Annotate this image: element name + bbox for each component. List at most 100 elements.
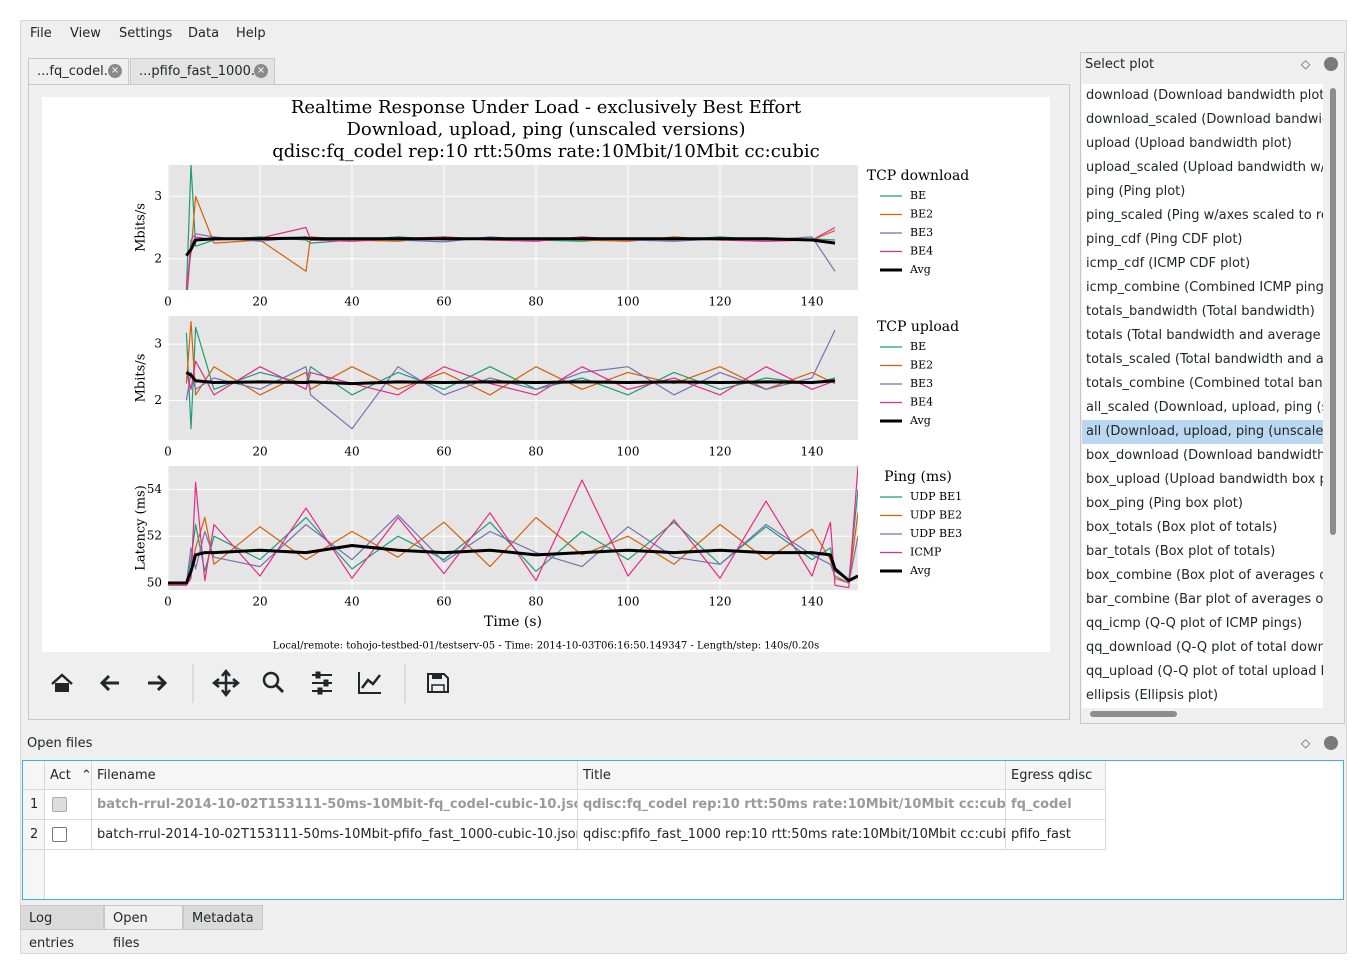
plot-list-item[interactable]: qq_download (Q-Q plot of total downloa	[1086, 640, 1323, 655]
series-line	[185, 326, 836, 430]
x-axis-label: Time (s)	[484, 614, 542, 630]
plot-list-item[interactable]: totals_combine (Combined total bandw	[1086, 376, 1323, 391]
plot-list-item[interactable]: ping_cdf (Ping CDF plot)	[1086, 232, 1243, 247]
figure: Realtime Response Under Load - exclusive…	[134, 97, 970, 652]
checkbox[interactable]	[52, 797, 67, 812]
plot-list: download (Download bandwidth plot) downlo…	[1082, 84, 1323, 708]
float-button[interactable]: ◇	[1301, 57, 1311, 71]
checkbox[interactable]	[52, 827, 67, 842]
x-tick-label: 120	[709, 295, 732, 309]
save-button[interactable]	[427, 673, 449, 693]
bottom-tab[interactable]: Log entries	[20, 905, 104, 951]
forward-button[interactable]	[148, 674, 168, 692]
x-tick-label: 60	[436, 295, 451, 309]
menu-item[interactable]: View	[70, 26, 101, 41]
legend-label: UDP BE2	[910, 509, 962, 522]
series-line	[168, 512, 858, 584]
plot-list-item[interactable]: upload_scaled (Upload bandwidth w/ax	[1086, 160, 1323, 175]
plot-list-item[interactable]: download (Download bandwidth plot)	[1086, 88, 1323, 103]
open-files-table: Act ⌃ Filename Title Egress qdisc 1 batch-rru…	[22, 760, 1344, 900]
legend-label: Avg	[909, 414, 931, 427]
plot-list-item[interactable]: qq_icmp (Q-Q plot of ICMP pings)	[1086, 616, 1303, 631]
plot-list-item[interactable]: all_scaled (Download, upload, ping (scal…	[1086, 400, 1323, 415]
menu-item[interactable]: Settings	[119, 26, 173, 41]
y-tick-label: 3	[154, 189, 162, 203]
column-header[interactable]: Egress qdisc	[1006, 761, 1106, 790]
legend-label: BE2	[910, 208, 933, 221]
plot-list-item[interactable]: ping (Ping plot)	[1086, 184, 1186, 199]
close-button[interactable]	[1324, 57, 1338, 71]
plot-list-item[interactable]: ellipsis (Ellipsis plot)	[1086, 688, 1219, 703]
scrollbar[interactable]	[1330, 88, 1336, 535]
plot-area	[168, 466, 858, 590]
table-cell[interactable]: qdisc:fq_codel rep:10 rtt:50ms rate:10Mb…	[578, 790, 1006, 820]
x-tick-label: 140	[801, 295, 824, 309]
dock-title: Select plot	[1085, 57, 1155, 72]
table-cell[interactable]: fq_codel	[1006, 790, 1106, 820]
x-tick-label: 40	[344, 445, 359, 459]
tab[interactable]: ...pfifo_fast_1000... ×	[130, 58, 275, 84]
legend-title: Ping (ms)	[884, 469, 952, 485]
scrollbar[interactable]	[1090, 711, 1177, 717]
home-button[interactable]	[51, 673, 73, 692]
plot-list-item[interactable]: upload (Upload bandwidth plot)	[1086, 136, 1292, 151]
legend-label: Avg	[909, 263, 931, 276]
plot-list-item[interactable]: qq_upload (Q-Q plot of total upload ban	[1086, 664, 1323, 679]
bottom-tab[interactable]: Open files	[104, 905, 183, 951]
select-plot-dock	[1080, 52, 1345, 724]
x-tick-label: 40	[344, 595, 359, 609]
series-line	[168, 489, 858, 584]
plot-list-item[interactable]: box_combine (Box plot of averages of se	[1086, 568, 1323, 583]
y-tick-label: 3	[154, 337, 162, 351]
legend-label: UDP BE3	[910, 527, 962, 540]
table-cell[interactable]: batch-rrul-2014-10-02T153111-50ms-10Mbit…	[92, 820, 578, 850]
plot-list-item[interactable]: bar_combine (Bar plot of averages of sev	[1086, 592, 1323, 607]
plot-list-item[interactable]: box_download (Download bandwidth b	[1086, 448, 1323, 463]
float-button[interactable]: ◇	[1301, 736, 1311, 750]
plot-list-item[interactable]: icmp_combine (Combined ICMP ping plo	[1086, 280, 1323, 295]
legend-label: BE3	[910, 226, 933, 239]
legend-label: BE4	[910, 245, 933, 258]
table-cell[interactable]: batch-rrul-2014-10-02T153111-50ms-10Mbit…	[92, 790, 578, 820]
table-cell[interactable]: qdisc:pfifo_fast_1000 rep:10 rtt:50ms ra…	[578, 820, 1006, 850]
y-tick-label: 54	[147, 482, 163, 496]
y-tick-label: 52	[147, 529, 162, 543]
x-tick-label: 20	[252, 595, 267, 609]
close-button[interactable]	[1324, 736, 1338, 750]
legend-label: UDP BE1	[910, 490, 962, 503]
zoom-button[interactable]	[262, 671, 285, 694]
x-tick-label: 80	[528, 295, 543, 309]
column-header[interactable]: Act ⌃	[45, 761, 92, 790]
series-line	[168, 544, 858, 585]
column-header[interactable]: Filename	[92, 761, 578, 790]
row-header-corner	[23, 761, 45, 790]
menu-item[interactable]: File	[30, 26, 52, 41]
tab[interactable]: ...fq_codel... ×	[28, 58, 129, 84]
table-cell[interactable]: pfifo_fast	[1006, 820, 1106, 850]
tab-close[interactable]: ×	[254, 64, 268, 78]
plot-list-item[interactable]: ping_scaled (Ping w/axes scaled to remo	[1086, 208, 1323, 223]
plot-list-item[interactable]: totals (Total bandwidth and average pin	[1086, 328, 1323, 343]
x-tick-label: 60	[436, 445, 451, 459]
plot-list-item[interactable]: download_scaled (Download bandwidth	[1086, 112, 1323, 127]
x-tick-label: 40	[344, 295, 359, 309]
menu-item[interactable]: Help	[236, 26, 266, 41]
series-line	[185, 321, 836, 396]
configure-button[interactable]	[312, 671, 332, 695]
pan-button[interactable]	[211, 668, 241, 698]
plot-list-item[interactable]: totals_scaled (Total bandwidth and aver	[1086, 352, 1323, 367]
plot-list-item[interactable]: box_totals (Box plot of totals)	[1086, 520, 1278, 535]
plot-list-item[interactable]: all (Download, upload, ping (unscaled ve	[1082, 420, 1323, 444]
plot-list-item[interactable]: totals_bandwidth (Total bandwidth)	[1086, 304, 1315, 319]
back-button[interactable]	[99, 674, 119, 692]
edit-axes-button[interactable]	[358, 672, 381, 694]
tab-close[interactable]: ×	[108, 64, 122, 78]
menu-item[interactable]: Data	[188, 26, 220, 41]
bottom-tab[interactable]: Metadata	[183, 905, 263, 930]
plot-list-item[interactable]: box_ping (Ping box plot)	[1086, 496, 1243, 511]
plot-list-item[interactable]: box_upload (Upload bandwidth box plo	[1086, 472, 1323, 487]
plot-list-item[interactable]: icmp_cdf (ICMP CDF plot)	[1086, 256, 1251, 271]
legend-label: ICMP	[910, 546, 942, 559]
column-header[interactable]: Title	[578, 761, 1006, 790]
plot-list-item[interactable]: bar_totals (Box plot of totals)	[1086, 544, 1276, 559]
